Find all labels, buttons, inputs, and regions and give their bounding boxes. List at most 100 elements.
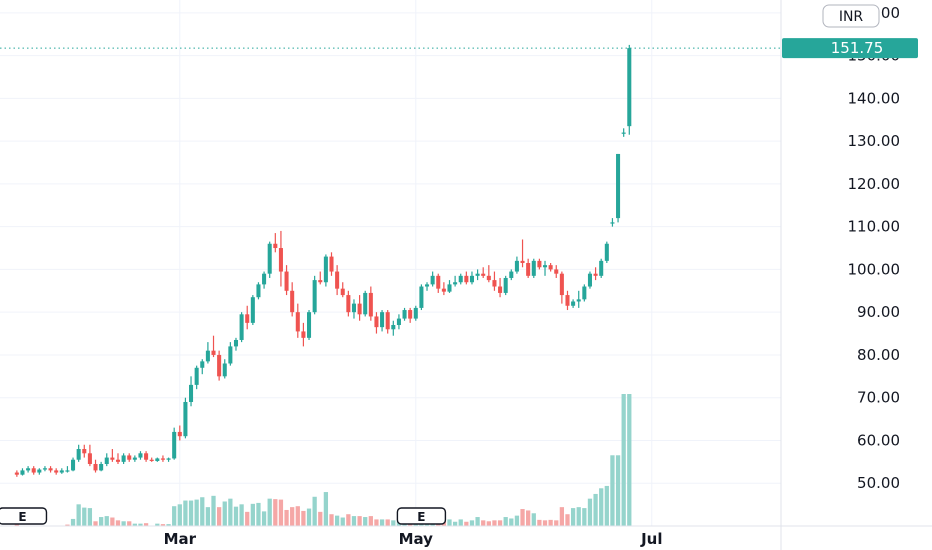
- candle-body-90: [520, 260, 525, 263]
- candle-body-96: [554, 269, 559, 274]
- candle-body-26: [160, 458, 165, 460]
- y-axis-labels: 50.00 60.00 70.00 80.00 90.00 100.00 110.00 120…: [848, 4, 901, 492]
- candle-body-31: [189, 384, 194, 402]
- candle-body-72: [419, 286, 424, 308]
- volume-bar-30: [183, 500, 188, 526]
- candle-body-77: [447, 284, 452, 292]
- volume-bar-90: [520, 509, 525, 526]
- candle-body-69: [402, 310, 407, 319]
- candle-body-97: [559, 273, 564, 296]
- candle-body-67: [391, 325, 396, 330]
- volume-bar-15: [99, 517, 104, 526]
- volume-bar-62: [363, 517, 368, 526]
- candle-body-63: [368, 292, 373, 317]
- candle-body-88: [509, 271, 514, 278]
- volume-bar-27: [166, 524, 171, 526]
- volume-bar-48: [284, 509, 289, 526]
- volume-bar-83: [481, 520, 486, 526]
- volume-bar-100: [576, 507, 581, 526]
- candle-body-82: [475, 273, 480, 276]
- volume-bar-18: [115, 520, 121, 526]
- currency-label: INR: [839, 9, 864, 25]
- volume-bar-96: [554, 520, 559, 526]
- earnings-marker-1[interactable]: E: [396, 507, 447, 525]
- volume-bar-108: [621, 394, 626, 526]
- candle-body-53: [312, 280, 317, 313]
- candle-body-76: [441, 288, 446, 292]
- volume-bar-58: [340, 517, 345, 526]
- candle-body-11: [76, 449, 81, 460]
- volume-bar-12: [82, 507, 87, 526]
- y-tick-label-3: 80.00: [857, 346, 900, 364]
- volume-bar-106: [610, 455, 615, 526]
- currency-badge[interactable]: INR: [822, 4, 880, 28]
- volume-bar-104: [599, 488, 604, 526]
- volume-bar-37: [222, 501, 227, 526]
- candle-body-91: [526, 263, 531, 276]
- volume-bar-29: [177, 504, 182, 526]
- candle-body-66: [385, 312, 390, 330]
- candle-body-93: [537, 260, 542, 268]
- volume-bar-40: [239, 504, 244, 526]
- volume-bar-63: [368, 516, 373, 526]
- candle-body-14: [93, 463, 98, 471]
- candle-body-65: [380, 312, 385, 328]
- volume-bar-99: [570, 508, 576, 526]
- candle-body-48: [284, 271, 289, 291]
- earnings-marker-0[interactable]: E: [0, 507, 48, 525]
- candle-body-79: [458, 275, 463, 283]
- candle-body-39: [233, 339, 239, 347]
- candle-body-56: [329, 256, 334, 272]
- candle-body-36: [217, 354, 222, 377]
- volume-bar-23: [143, 523, 149, 526]
- volume-bar-82: [475, 517, 480, 526]
- y-tick-label-8: 130.00: [848, 132, 901, 150]
- candle-body-2: [26, 468, 31, 471]
- volume-bar-45: [267, 498, 272, 526]
- volume-bar-19: [121, 521, 126, 526]
- candle-body-3: [31, 468, 36, 473]
- candle-body-49: [290, 290, 295, 313]
- candle-body-34: [205, 350, 210, 362]
- volume-bar-21: [132, 523, 137, 526]
- volume-bar-25: [155, 523, 160, 526]
- volume-bar-91: [526, 510, 531, 526]
- candle-body-46: [273, 243, 278, 249]
- candle-body-47: [278, 248, 283, 272]
- volume-bar-35: [211, 495, 216, 526]
- volume-bar-93: [537, 519, 542, 526]
- candle-body-4: [37, 469, 42, 473]
- volume-bar-13: [87, 508, 93, 526]
- candle-body-17: [110, 457, 115, 460]
- candle-body-89: [514, 260, 519, 272]
- candle-body-12: [82, 449, 87, 454]
- candle-body-95: [548, 265, 553, 270]
- candle-body-73: [424, 284, 430, 287]
- volume-bar-52: [306, 508, 312, 526]
- volume-bar-38: [228, 498, 233, 526]
- candle-body-92: [531, 260, 536, 276]
- candle-body-43: [256, 284, 261, 298]
- candle-body-0: [14, 472, 19, 475]
- candle-body-29: [177, 431, 182, 437]
- earnings-marker-label-0: E: [18, 510, 26, 524]
- candle-body-38: [228, 346, 233, 364]
- volume-bar-65: [379, 519, 385, 526]
- volume-bar-22: [138, 523, 143, 526]
- candle-body-42: [250, 297, 255, 323]
- volume-bar-34: [205, 507, 211, 526]
- y-tick-label-2: 70.00: [857, 389, 900, 407]
- volume-bar-10: [70, 518, 76, 526]
- volume-bar-103: [593, 493, 598, 526]
- volume-bar-105: [604, 485, 609, 526]
- volume-bar-97: [559, 507, 565, 526]
- volume-bar-36: [216, 507, 222, 526]
- candle-body-6: [48, 468, 53, 471]
- candle-body-106: [610, 222, 615, 224]
- candle-body-74: [430, 275, 435, 285]
- candle-body-10: [71, 459, 76, 471]
- volume-bar-50: [295, 506, 300, 526]
- volume-bar-53: [312, 496, 317, 526]
